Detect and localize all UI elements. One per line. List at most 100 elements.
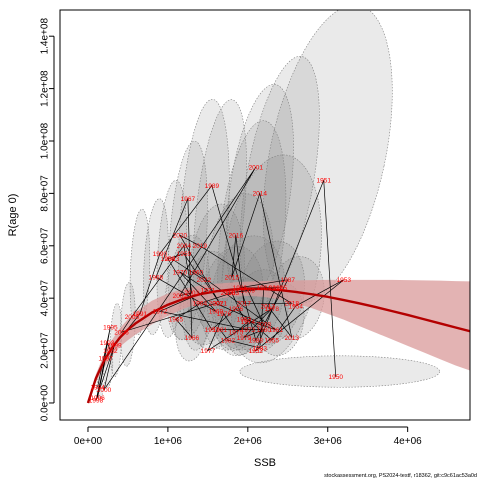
year-label-2000: 2000 (97, 387, 112, 394)
uncertainty-ellipse-24 (239, 355, 440, 388)
year-label-2007: 2007 (209, 301, 224, 308)
x-tick-label-0: 0e+00 (74, 436, 103, 447)
year-label-1954: 1954 (289, 303, 304, 310)
y-axis-title: R(age 0) (7, 194, 19, 237)
year-label-2014: 2014 (253, 191, 268, 198)
year-label-2015: 2015 (225, 275, 240, 282)
year-label-1962: 1962 (237, 316, 252, 323)
year-label-1982: 1982 (221, 337, 236, 344)
year-label-1963: 1963 (225, 290, 240, 297)
year-label-1975: 1975 (229, 330, 244, 337)
year-label-1979: 1979 (237, 335, 252, 342)
year-label-2020: 2020 (173, 233, 188, 240)
year-label-1969: 1969 (209, 309, 224, 316)
year-label-1998: 1998 (89, 398, 104, 405)
uncertainty-ellipse-1 (262, 10, 393, 304)
x-tick-label-2: 2e+06 (234, 436, 263, 447)
year-label-2006: 2006 (114, 330, 129, 337)
year-label-2002: 2002 (173, 293, 188, 300)
year-label-1994: 1994 (90, 385, 105, 392)
year-label-1977: 1977 (201, 348, 216, 355)
year-label-2008: 2008 (257, 322, 272, 329)
y-tick-label-4: 8.0e+07 (40, 175, 51, 212)
y-tick-label-7: 1.4e+08 (40, 18, 51, 55)
y-tick-label-5: 1.0e+08 (40, 122, 51, 159)
y-tick-label-6: 1.2e+08 (40, 70, 51, 107)
fitted-curve-layer (86, 287, 470, 404)
year-label-1996: 1996 (90, 395, 105, 402)
y-tick-label-1: 2.0e+07 (40, 332, 51, 369)
year-label-1959: 1959 (177, 251, 192, 258)
year-label-1988: 1988 (249, 337, 264, 344)
year-label-1991: 1991 (133, 311, 148, 318)
year-label-1968: 1968 (149, 275, 164, 282)
year-label-2001: 2001 (249, 164, 264, 171)
year-label-2009: 2009 (241, 288, 256, 295)
year-label-1980: 1980 (257, 327, 272, 334)
year-label-1978: 1978 (265, 306, 280, 313)
year-label-1981: 1981 (213, 327, 228, 334)
year-label-layer: 1950 1951 1952 1953 1954 1955 1956 1957 19581959… (89, 164, 352, 404)
year-label-1971: 1971 (201, 288, 216, 295)
year-label-1965: 1965 (169, 316, 184, 323)
year-label-1950: 1950 (328, 374, 343, 381)
year-label-2011: 2011 (269, 285, 283, 292)
year-label-1964: 1964 (193, 301, 208, 308)
year-label-1995: 1995 (103, 324, 118, 331)
year-label-1967: 1967 (181, 196, 196, 203)
uncertainty-ellipse-2 (239, 56, 320, 305)
year-label-1956: 1956 (229, 306, 244, 313)
year-label-1993: 1993 (100, 340, 115, 347)
year-label-2010: 2010 (221, 290, 236, 297)
year-label-1987: 1987 (281, 277, 296, 284)
year-label-2005: 2005 (125, 314, 140, 321)
year-label-2003: 2003 (185, 290, 200, 297)
plot-frame (59, 9, 471, 421)
year-label-2012: 2012 (261, 303, 276, 310)
year-label-1974: 1974 (241, 319, 256, 326)
x-tick-label-1: 1e+06 (154, 436, 183, 447)
year-label-1960: 1960 (189, 269, 204, 276)
year-label-2004: 2004 (177, 243, 192, 250)
year-label-1983: 1983 (253, 345, 268, 352)
footer-note: stockassessment.org, PS2024-testf, r1836… (324, 473, 477, 479)
x-axis: 0e+00 1e+06 2e+06 3e+06 4e+06 (74, 426, 422, 447)
year-label-2022: 2022 (197, 277, 212, 284)
year-label-1951: 1951 (317, 178, 332, 185)
x-axis-title: SSB (254, 457, 276, 469)
confidence-ribbon-layer (87, 279, 470, 403)
y-tick-label-0: 0.0e+00 (40, 384, 51, 421)
fitted-stock-recruit-curve (86, 287, 470, 404)
year-label-1958: 1958 (161, 256, 176, 263)
year-label-1992: 1992 (103, 348, 118, 355)
year-label-1972: 1972 (153, 309, 168, 316)
year-label-2021: 2021 (213, 301, 228, 308)
y-tick-label-2: 4.0e+07 (40, 280, 51, 317)
year-label-1970: 1970 (173, 269, 188, 276)
year-label-1966: 1966 (185, 335, 200, 342)
year-label-1973: 1973 (241, 327, 256, 334)
year-label-1985: 1985 (273, 285, 288, 292)
year-label-2018: 2018 (285, 301, 300, 308)
confidence-ribbon (87, 279, 470, 403)
year-label-2017: 2017 (237, 301, 252, 308)
year-label-2023: 2023 (165, 256, 180, 263)
year-label-1989: 1989 (205, 183, 220, 190)
year-label-1986: 1986 (233, 285, 248, 292)
year-label-1984: 1984 (257, 285, 272, 292)
year-label-1955: 1955 (265, 337, 280, 344)
year-label-1957: 1957 (205, 327, 220, 334)
uncertainty-ellipse-7 (221, 154, 322, 364)
year-label-1997: 1997 (98, 356, 113, 363)
year-label-1999: 1999 (107, 343, 122, 350)
year-label-1976: 1976 (217, 311, 232, 318)
year-label-2013: 2013 (285, 335, 300, 342)
year-label-2019: 2019 (193, 243, 208, 250)
y-tick-label-3: 6.0e+07 (40, 227, 51, 264)
year-label-1952: 1952 (249, 348, 264, 355)
year-label-1961: 1961 (269, 327, 284, 334)
y-axis: 0.0e+00 2.0e+07 4.0e+07 6.0e+07 8.0e+07 1.0e+… (40, 18, 55, 421)
year-label-1953: 1953 (336, 277, 351, 284)
